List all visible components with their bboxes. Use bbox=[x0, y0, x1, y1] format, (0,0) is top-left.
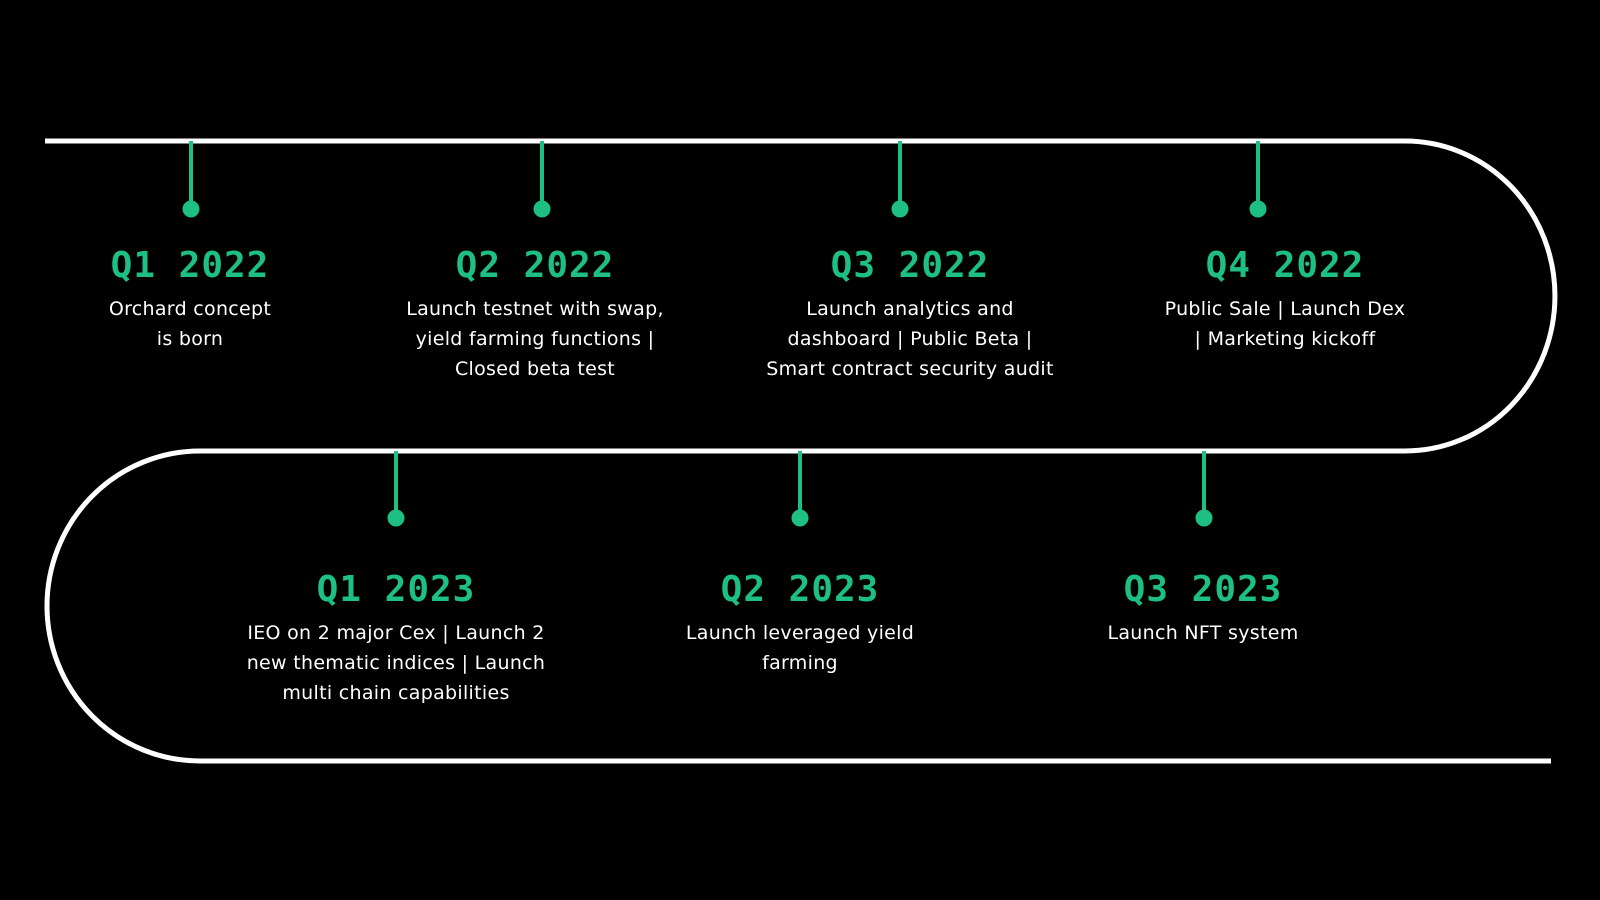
milestone-quarter: Q1 2023 bbox=[316, 569, 476, 610]
description-line: farming bbox=[762, 652, 838, 674]
milestone-dot bbox=[182, 200, 200, 218]
milestone-quarter: Q4 2022 bbox=[1205, 245, 1365, 286]
milestone-q2-2023: Q2 2023 Launch leveraged yield farming bbox=[635, 568, 965, 678]
milestone-dot bbox=[1249, 200, 1267, 218]
timeline-path bbox=[44, 138, 1558, 764]
milestone-description: Public Sale | Launch Dex | Marketing kic… bbox=[1120, 294, 1450, 354]
milestone-dot bbox=[533, 200, 551, 218]
description-line: Launch analytics and bbox=[806, 298, 1014, 320]
milestone-dot bbox=[791, 509, 809, 527]
description-line: yield farming functions | bbox=[415, 328, 655, 350]
description-line: Launch NFT system bbox=[1107, 622, 1299, 644]
milestone-quarter: Q1 2022 bbox=[110, 245, 270, 286]
description-line: dashboard | Public Beta | bbox=[787, 328, 1033, 350]
description-line: multi chain capabilities bbox=[282, 682, 510, 704]
description-line: Launch testnet with swap, bbox=[406, 298, 664, 320]
milestone-quarter: Q3 2022 bbox=[830, 245, 990, 286]
milestone-description: IEO on 2 major Cex | Launch 2 new themat… bbox=[231, 618, 561, 708]
milestone-description: Launch NFT system bbox=[1038, 618, 1368, 648]
milestone-description: Orchard concept is born bbox=[25, 294, 355, 354]
milestone-q1-2023: Q1 2023 IEO on 2 major Cex | Launch 2 ne… bbox=[231, 568, 561, 708]
description-line: new thematic indices | Launch bbox=[246, 652, 546, 674]
description-line: IEO on 2 major Cex | Launch 2 bbox=[247, 622, 545, 644]
description-line: Launch leveraged yield bbox=[685, 622, 915, 644]
milestone-dot bbox=[1195, 509, 1213, 527]
description-line: Public Sale | Launch Dex bbox=[1164, 298, 1406, 320]
milestone-description: Launch testnet with swap, yield farming … bbox=[370, 294, 700, 384]
description-line: is born bbox=[156, 328, 224, 350]
milestone-q1-2022: Q1 2022 Orchard concept is born bbox=[25, 244, 355, 354]
milestone-dot bbox=[387, 509, 405, 527]
description-line: | Marketing kickoff bbox=[1194, 328, 1376, 350]
description-line: Smart contract security audit bbox=[766, 358, 1054, 380]
milestone-quarter: Q3 2023 bbox=[1123, 569, 1283, 610]
milestone-description: Launch analytics and dashboard | Public … bbox=[745, 294, 1075, 384]
milestone-description: Launch leveraged yield farming bbox=[635, 618, 965, 678]
milestone-quarter: Q2 2022 bbox=[455, 245, 615, 286]
milestone-q3-2022: Q3 2022 Launch analytics and dashboard |… bbox=[745, 244, 1075, 384]
milestone-q3-2023: Q3 2023 Launch NFT system bbox=[1038, 568, 1368, 648]
milestone-dot bbox=[891, 200, 909, 218]
milestone-q2-2022: Q2 2022 Launch testnet with swap, yield … bbox=[370, 244, 700, 384]
milestone-connectors bbox=[182, 141, 1267, 527]
description-line: Closed beta test bbox=[454, 358, 616, 380]
milestone-quarter: Q2 2023 bbox=[720, 569, 880, 610]
description-line: Orchard concept bbox=[108, 298, 272, 320]
milestone-q4-2022: Q4 2022 Public Sale | Launch Dex | Marke… bbox=[1120, 244, 1450, 354]
